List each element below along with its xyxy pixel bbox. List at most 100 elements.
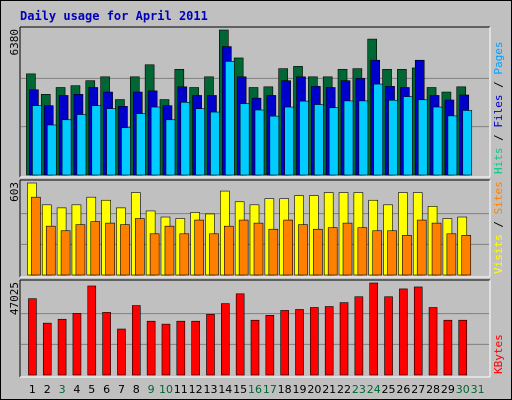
x-tick-label: 25 (382, 383, 396, 396)
x-tick-label: 26 (396, 383, 410, 396)
bar-pages-day-16 (254, 109, 265, 176)
bar-kbytes-day-18 (280, 310, 289, 376)
legend-entry: / (492, 128, 505, 148)
bar-kbytes-day-2 (42, 322, 52, 376)
panel-top: 6380 Hits / Files / Pages (8, 26, 505, 178)
bar-kbytes-day-23 (354, 296, 364, 376)
x-tick-label: 30 (456, 383, 470, 396)
bar-pages-day-7 (121, 127, 131, 176)
legend-entry: Visits (492, 234, 505, 274)
bar-pages-day-18 (284, 106, 294, 176)
bar-sites-day-15 (238, 219, 249, 276)
bar-sites-day-14 (224, 225, 234, 276)
legend-entry: Sites (492, 181, 505, 214)
x-tick-label: 24 (367, 383, 381, 396)
bar-sites-day-2 (45, 225, 56, 276)
x-tick-label: 18 (278, 383, 292, 396)
bar-kbytes-day-8 (131, 305, 141, 376)
bar-pages-day-3 (61, 119, 72, 176)
bar-sites-day-6 (105, 222, 115, 276)
x-tick-label: 20 (307, 383, 321, 396)
bar-kbytes-day-20 (310, 307, 319, 376)
panel-bottom-ytick-label: 47025 (8, 282, 21, 315)
bar-pages-day-30 (462, 110, 473, 176)
panel-middle: 603 Visits / Sites (8, 179, 505, 278)
bar-kbytes-day-29 (443, 319, 453, 376)
bar-pages-day-24 (373, 83, 384, 176)
x-tick-label: 6 (103, 383, 110, 396)
bar-kbytes-day-16 (250, 319, 260, 376)
bar-kbytes-day-13 (206, 314, 215, 376)
bar-pages-day-28 (432, 106, 443, 176)
bar-pages-day-25 (388, 99, 398, 176)
x-tick-label: 27 (411, 383, 425, 396)
bar-sites-day-24 (372, 230, 383, 276)
bar-sites-day-16 (253, 222, 264, 276)
chart-panels: 6380 Hits / Files / Pages 603 Visits / Site… (8, 26, 505, 378)
bar-sites-day-26 (402, 235, 412, 276)
bar-pages-day-22 (343, 100, 354, 176)
x-tick-label: 8 (133, 383, 140, 396)
bar-sites-day-13 (209, 233, 219, 276)
bar-sites-day-9 (149, 233, 160, 276)
bar-kbytes-day-10 (161, 323, 171, 376)
bar-kbytes-day-4 (72, 313, 82, 376)
bar-pages-day-20 (314, 104, 324, 176)
bar-sites-day-28 (431, 222, 442, 276)
legend-entry: KBytes (492, 334, 505, 374)
x-axis-labels: 1 2 3 4 5 6 7 8 9 10 11 12 13 14 15 16 17 18 19 20 21 22 23 24 2… (29, 383, 485, 396)
bar-kbytes-day-24 (369, 282, 379, 376)
x-tick-label: 10 (159, 383, 173, 396)
panel-middle-ytick-label: 603 (8, 182, 21, 202)
legend-entry: Pages (492, 42, 505, 75)
bar-sites-day-18 (283, 219, 293, 276)
bar-sites-day-27 (416, 219, 427, 276)
bar-kbytes-day-19 (295, 309, 304, 376)
bar-kbytes-day-26 (399, 288, 408, 376)
bar-pages-day-19 (299, 100, 309, 176)
bar-sites-day-22 (342, 222, 353, 276)
bar-pages-day-21 (328, 107, 339, 176)
x-tick-label: 12 (189, 383, 203, 396)
x-tick-label: 7 (118, 383, 125, 396)
bar-pages-day-27 (417, 99, 428, 176)
bar-pages-day-5 (91, 105, 102, 176)
bar-sites-day-3 (60, 230, 71, 276)
legend-entry: / (492, 75, 505, 95)
bar-sites-day-20 (313, 228, 323, 276)
x-tick-label: 29 (441, 383, 455, 396)
x-tick-label: 21 (322, 383, 336, 396)
x-tick-label: 28 (426, 383, 440, 396)
bar-sites-day-12 (194, 219, 204, 276)
x-tick-label: 4 (73, 383, 80, 396)
bar-kbytes-day-3 (57, 318, 67, 376)
x-tick-label: 2 (44, 383, 51, 396)
x-tick-label: 13 (203, 383, 217, 396)
x-tick-label: 1 (29, 383, 36, 396)
panel-bottom-legend: KBytes (492, 334, 505, 374)
bar-pages-day-14 (225, 61, 235, 176)
bar-kbytes-day-6 (102, 312, 111, 376)
chart-title: Daily usage for April 2011 (20, 9, 208, 23)
bar-pages-day-23 (358, 100, 369, 176)
bar-sites-day-7 (120, 224, 130, 276)
bar-sites-day-8 (134, 218, 145, 276)
x-tick-label: 22 (337, 383, 351, 396)
bar-kbytes-day-17 (265, 315, 275, 376)
bar-pages-day-17 (269, 115, 280, 176)
bar-sites-day-19 (298, 224, 308, 276)
bar-pages-day-2 (46, 124, 57, 176)
x-tick-label: 17 (263, 383, 277, 396)
x-tick-label: 14 (218, 383, 232, 396)
bar-sites-day-29 (446, 233, 457, 276)
bar-pages-day-13 (210, 111, 220, 176)
x-tick-label: 3 (59, 383, 66, 396)
bar-pages-day-12 (195, 108, 205, 176)
bar-pages-day-9 (150, 106, 161, 176)
bar-pages-day-26 (403, 96, 413, 176)
x-tick-label: 23 (352, 383, 366, 396)
bar-pages-day-15 (239, 103, 250, 176)
bar-pages-day-6 (106, 108, 116, 176)
bar-sites-day-25 (387, 230, 397, 276)
